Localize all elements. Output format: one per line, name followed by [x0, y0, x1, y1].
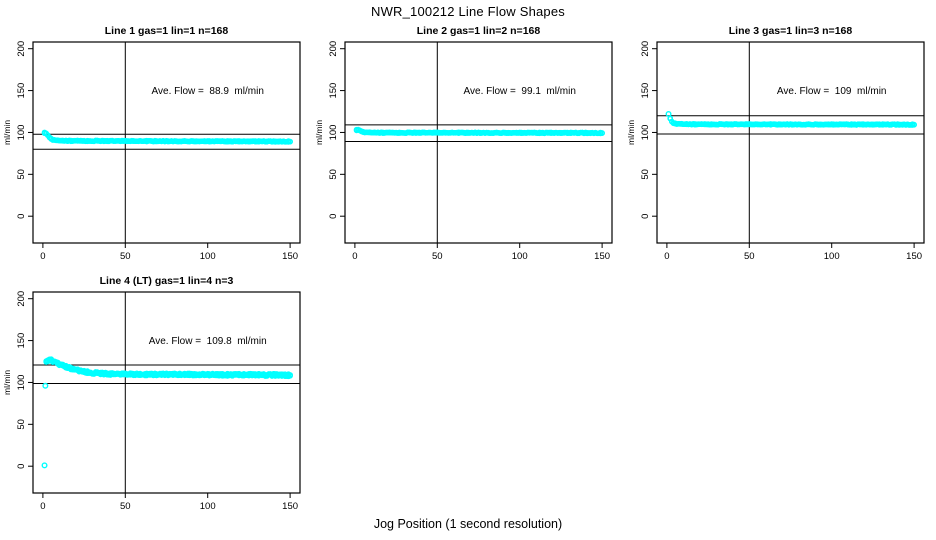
subplot-line-4: Line 4 (LT) gas=1 lin=4 n=3 Ave. Flow = 1…: [2, 275, 301, 512]
y-tick-label: 200: [16, 291, 27, 307]
y-tick-label: 50: [328, 169, 339, 180]
x-tick-label: 150: [594, 251, 610, 262]
data-point-outlier: [41, 462, 48, 469]
data-series: [41, 129, 293, 145]
data-point-outlier: [42, 382, 49, 389]
y-tick-label: 100: [16, 125, 27, 141]
x-tick-label: 100: [824, 251, 840, 262]
x-tick-label: 0: [40, 251, 45, 262]
y-axis-unit-label: ml/min: [2, 370, 12, 395]
y-tick-label: 200: [16, 41, 27, 57]
x-tick-label: 50: [744, 251, 755, 262]
annotation-text: Ave. Flow = 109 ml/min: [777, 86, 887, 97]
y-tick-label: 200: [328, 41, 339, 57]
y-tick-label: 150: [640, 83, 651, 99]
y-tick-label: 0: [16, 464, 27, 469]
y-tick-label: 0: [16, 214, 27, 219]
y-tick-label: 150: [16, 83, 27, 99]
y-tick-label: 100: [16, 375, 27, 391]
data-point: [911, 122, 917, 128]
plot-box: [32, 291, 301, 494]
main-title: NWR_100212 Line Flow Shapes: [370, 4, 565, 19]
data-point-outlier: [665, 111, 672, 118]
x-tick-label: 100: [200, 251, 216, 262]
x-tick-label: 50: [120, 251, 131, 262]
data-series: [665, 111, 917, 128]
y-tick-label: 0: [328, 214, 339, 219]
annotation-text: Ave. Flow = 109.8 ml/min: [149, 336, 267, 347]
subplot-title: Line 3 gas=1 lin=3 n=168: [729, 25, 853, 37]
annotation-text: Ave. Flow = 88.9 ml/min: [152, 86, 264, 97]
y-axis-unit-label: ml/min: [626, 120, 636, 145]
x-tick-label: 0: [664, 251, 669, 262]
x-tick-label: 100: [512, 251, 528, 262]
x-tick-label: 50: [432, 251, 443, 262]
data-point: [287, 138, 293, 145]
subplot-title: Line 1 gas=1 lin=1 n=168: [105, 25, 229, 37]
y-tick-label: 0: [640, 214, 651, 219]
annotation-text: Ave. Flow = 99.1 ml/min: [464, 86, 576, 97]
y-tick-label: 50: [16, 419, 27, 430]
y-tick-label: 150: [16, 333, 27, 349]
y-tick-label: 100: [640, 125, 651, 141]
subplot-line-1: Line 1 gas=1 lin=1 n=168 Ave. Flow = 88.9…: [2, 25, 301, 262]
plot-box: [656, 41, 925, 244]
subplot-title: Line 4 (LT) gas=1 lin=4 n=3: [100, 275, 234, 287]
y-tick-label: 50: [640, 169, 651, 180]
x-tick-label: 100: [200, 501, 216, 512]
y-tick-label: 50: [16, 169, 27, 180]
x-axis-label: Jog Position (1 second resolution): [373, 517, 563, 531]
x-tick-label: 50: [120, 501, 131, 512]
data-series: [41, 356, 293, 469]
x-tick-label: 0: [352, 251, 357, 262]
x-tick-label: 0: [40, 501, 45, 512]
y-axis-unit-label: ml/min: [2, 120, 12, 145]
data-series: [353, 126, 605, 137]
plot-box: [344, 41, 613, 244]
y-tick-label: 100: [328, 125, 339, 141]
y-tick-label: 150: [328, 83, 339, 99]
x-tick-label: 150: [282, 251, 298, 262]
subplot-title: Line 2 gas=1 lin=2 n=168: [417, 25, 541, 37]
x-tick-label: 150: [906, 251, 922, 262]
data-point: [287, 372, 293, 378]
y-tick-label: 200: [640, 41, 651, 57]
plot-box: [32, 41, 301, 244]
data-point: [599, 130, 605, 137]
subplot-line-2: Line 2 gas=1 lin=2 n=168 Ave. Flow = 99.1…: [314, 25, 613, 262]
x-tick-label: 150: [282, 501, 298, 512]
subplot-line-3: Line 3 gas=1 lin=3 n=168 Ave. Flow = 109 …: [626, 25, 925, 262]
y-axis-unit-label: ml/min: [314, 120, 324, 145]
